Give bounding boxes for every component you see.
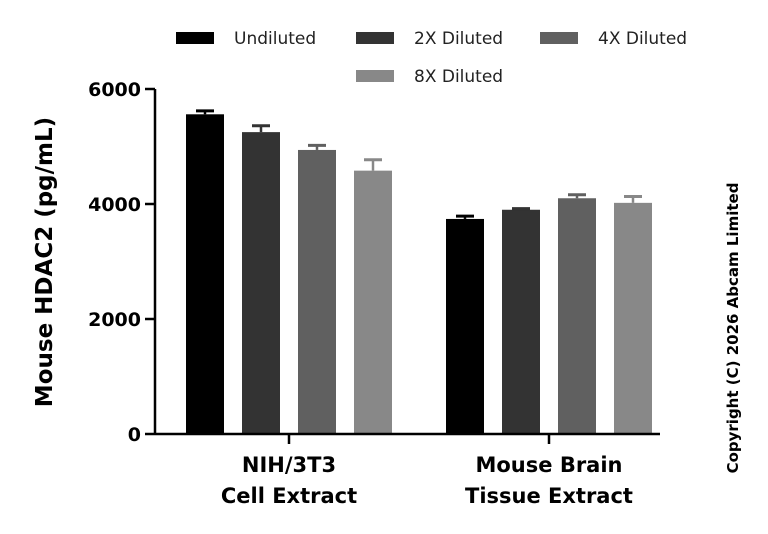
bar bbox=[354, 170, 392, 434]
y-tick-label: 6000 bbox=[88, 79, 141, 101]
bar bbox=[242, 132, 280, 434]
legend-swatch bbox=[176, 32, 214, 44]
legend-label: 8X Diluted bbox=[414, 67, 503, 87]
legend-swatch bbox=[540, 32, 578, 44]
bar bbox=[446, 218, 484, 434]
x-category-label: Tissue Extract bbox=[465, 484, 633, 508]
axes bbox=[153, 89, 660, 436]
x-category-label: NIH/3T3 bbox=[242, 453, 336, 477]
x-category-label: Mouse Brain bbox=[475, 453, 622, 477]
y-tick-label: 0 bbox=[128, 424, 141, 446]
x-category-label: Cell Extract bbox=[221, 484, 357, 508]
bar bbox=[502, 209, 540, 434]
legend-swatch bbox=[356, 32, 394, 44]
y-ticks: 0 2000 4000 6000 bbox=[88, 79, 155, 446]
y-tick-label: 2000 bbox=[88, 309, 141, 331]
legend-swatch bbox=[356, 70, 394, 82]
legend: Undiluted 2X Diluted 4X Diluted 8X Diluted bbox=[176, 29, 687, 87]
bar bbox=[186, 114, 224, 435]
y-axis-label: Mouse HDAC2 (pg/mL) bbox=[32, 117, 58, 407]
x-categories: NIH/3T3 Cell Extract Mouse Brain Tissue Ext… bbox=[221, 434, 633, 508]
bars bbox=[186, 109, 652, 435]
legend-label: 4X Diluted bbox=[598, 29, 687, 49]
legend-label: 2X Diluted bbox=[414, 29, 503, 49]
bar bbox=[558, 198, 596, 434]
y-tick-label: 4000 bbox=[88, 194, 141, 216]
copyright-text: Copyright (C) 2026 Abcam Limited bbox=[724, 183, 742, 474]
bar bbox=[614, 202, 652, 434]
legend-label: Undiluted bbox=[234, 29, 316, 49]
bar bbox=[298, 149, 336, 434]
